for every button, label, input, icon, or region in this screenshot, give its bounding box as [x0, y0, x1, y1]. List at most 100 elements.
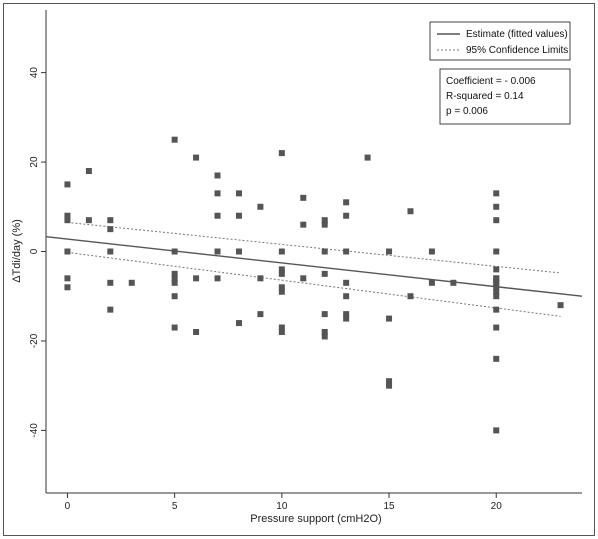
- data-point: [343, 199, 350, 206]
- data-point: [428, 279, 435, 286]
- legend-label-ci: 95% Confidence Limits: [466, 45, 568, 56]
- data-point: [343, 311, 350, 318]
- data-point: [193, 275, 200, 282]
- x-tick-label: 0: [65, 501, 71, 512]
- data-point: [321, 311, 328, 318]
- x-tick-label: 10: [276, 501, 288, 512]
- data-point: [493, 355, 500, 362]
- data-point: [257, 203, 264, 210]
- data-point: [300, 194, 307, 201]
- data-point: [257, 311, 264, 318]
- data-point: [300, 275, 307, 282]
- data-point: [343, 279, 350, 286]
- data-point: [64, 248, 71, 255]
- data-point: [321, 333, 328, 340]
- fit-layer: [45, 221, 583, 317]
- data-point: [343, 315, 350, 322]
- data-point: [64, 217, 71, 224]
- legend: Estimate (fitted values) 95% Confidence …: [429, 21, 571, 61]
- data-point: [107, 306, 114, 313]
- data-point: [171, 136, 178, 143]
- data-point: [493, 324, 500, 331]
- x-tick-label: 20: [491, 501, 503, 512]
- data-point: [493, 203, 500, 210]
- x-tick-label: 5: [172, 501, 178, 512]
- data-point: [171, 248, 178, 255]
- data-point: [85, 168, 92, 174]
- data-point: [300, 221, 307, 228]
- y-tick-label: 40: [29, 67, 40, 79]
- stats-box: [439, 68, 571, 125]
- data-point: [107, 226, 114, 233]
- ci-lower-line: [67, 251, 561, 317]
- legend-label-estimate: Estimate (fitted values): [466, 29, 568, 40]
- fitted-line: [45, 236, 583, 297]
- y-tick-label: 0: [29, 248, 40, 254]
- stats-annotation: Coefficient = - 0.006 R-squared = 0.14 p…: [439, 68, 571, 125]
- data-point: [493, 288, 500, 295]
- data-point: [278, 284, 285, 291]
- data-point: [343, 293, 350, 300]
- data-point: [321, 329, 328, 335]
- data-point: [493, 284, 500, 291]
- data-point: [85, 217, 92, 224]
- data-point: [493, 427, 500, 434]
- data-point: [171, 293, 178, 300]
- data-point: [128, 279, 135, 286]
- data-point: [278, 324, 285, 331]
- data-point: [428, 248, 435, 255]
- data-point: [386, 378, 393, 385]
- y-axis-label: ΔTdi/day (%): [11, 219, 23, 283]
- data-point: [493, 275, 500, 282]
- y-tick-label: 20: [29, 156, 40, 168]
- data-point: [557, 302, 564, 309]
- data-point: [321, 217, 328, 224]
- plot-area: [45, 10, 583, 494]
- ci-upper-line: [67, 221, 561, 274]
- data-point: [214, 248, 221, 255]
- stat-coefficient: Coefficient = - 0.006: [446, 76, 536, 87]
- data-point: [493, 217, 500, 224]
- data-point: [364, 154, 371, 161]
- data-point: [64, 275, 71, 282]
- data-point: [235, 212, 242, 219]
- data-point: [493, 248, 500, 255]
- data-point: [493, 190, 500, 197]
- legend-box: [429, 21, 571, 61]
- data-point: [321, 270, 328, 277]
- data-point: [214, 275, 221, 282]
- data-point: [493, 293, 500, 300]
- data-point: [257, 275, 264, 282]
- data-point: [64, 212, 71, 219]
- data-point: [343, 212, 350, 219]
- data-point: [278, 329, 285, 335]
- data-point: [278, 270, 285, 277]
- data-point: [493, 306, 500, 313]
- data-point: [407, 208, 414, 215]
- data-point: [493, 266, 500, 273]
- data-point: [235, 248, 242, 255]
- data-point: [386, 315, 393, 322]
- data-point: [386, 382, 393, 389]
- stat-p-value: p = 0.006: [446, 106, 488, 117]
- points-layer: [64, 136, 564, 434]
- x-tick-label: 15: [383, 501, 395, 512]
- data-point: [235, 190, 242, 197]
- y-tick-label: -40: [29, 423, 40, 438]
- data-point: [278, 266, 285, 273]
- data-point: [321, 248, 328, 255]
- stat-r-squared: R-squared = 0.14: [446, 91, 524, 102]
- data-point: [278, 150, 285, 157]
- data-point: [107, 217, 114, 224]
- data-point: [64, 284, 71, 291]
- x-ticks: 0 5 10 15 20: [65, 493, 503, 512]
- data-point: [278, 248, 285, 255]
- data-point: [107, 279, 114, 286]
- y-ticks: 40 20 0 -20 -40: [29, 67, 46, 438]
- y-tick-label: -20: [29, 333, 40, 348]
- data-point: [386, 248, 393, 255]
- data-point: [278, 288, 285, 295]
- data-point: [64, 181, 71, 188]
- data-point: [193, 154, 200, 161]
